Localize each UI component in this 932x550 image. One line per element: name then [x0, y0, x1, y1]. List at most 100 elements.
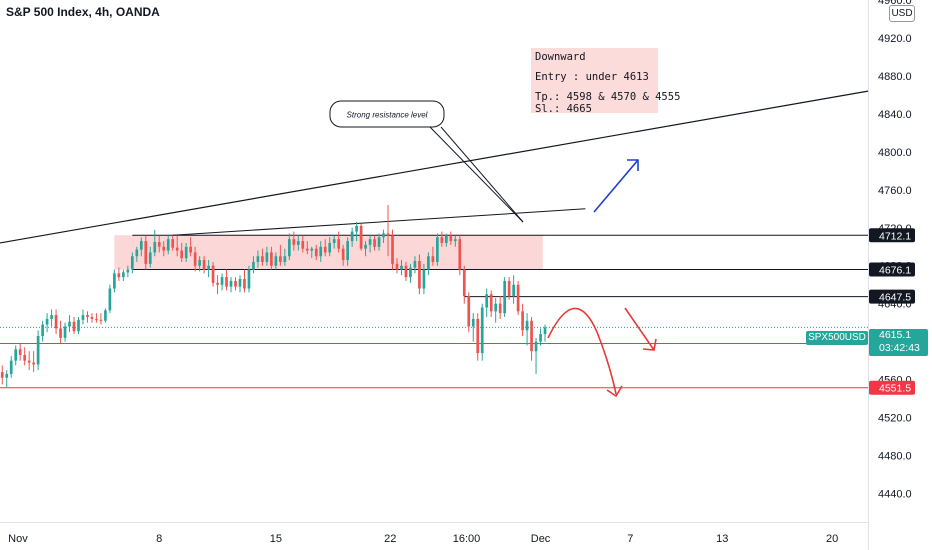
candle-body: [377, 237, 381, 247]
candle-body: [440, 237, 444, 243]
candle-body: [234, 280, 237, 287]
candle-body: [198, 260, 201, 266]
level-tag: [869, 380, 915, 395]
candle-body: [68, 321, 71, 327]
candle-body: [9, 360, 13, 374]
candle-body: [113, 273, 116, 289]
candle-body: [337, 239, 341, 249]
candle-body: [23, 354, 27, 361]
candle-body: [314, 248, 318, 257]
candle-body: [413, 261, 417, 268]
candle-body: [516, 284, 520, 312]
candle-body: [332, 239, 336, 243]
x-tick-label: 16:00: [453, 533, 481, 545]
candle-body: [355, 225, 358, 232]
callout-pointer: [429, 126, 524, 223]
candle-body: [310, 248, 314, 251]
candle-body: [444, 235, 448, 243]
y-tick-label: 4480.0: [878, 451, 912, 463]
level-tag: [869, 262, 915, 277]
candle-body: [534, 341, 538, 352]
candlestick-series: [0, 205, 547, 388]
candle-body: [395, 263, 399, 270]
candle-body: [305, 248, 309, 251]
candle-body: [350, 231, 354, 242]
candle-body: [458, 239, 462, 270]
last-price-value: 4615.1: [879, 329, 912, 341]
candle-body: [50, 315, 53, 319]
candle-body: [130, 256, 134, 270]
resistance-callout: Strong resistance level: [329, 100, 445, 128]
candle-body: [104, 310, 107, 321]
ascending-channel-line: [0, 90, 869, 244]
callout-box: [329, 100, 445, 128]
x-tick-label: 7: [627, 533, 633, 545]
down-arrow-head: [642, 338, 657, 351]
candle-body: [202, 260, 206, 270]
candle-body: [36, 335, 40, 365]
callout-pointer: [440, 126, 524, 223]
candle-body: [503, 280, 506, 314]
candle-body: [382, 233, 385, 238]
candle-body: [301, 241, 305, 249]
currency-badge[interactable]: USD: [889, 5, 915, 22]
candle-body: [122, 272, 125, 278]
x-tick-label: 20: [826, 533, 838, 545]
x-tick-label: 13: [716, 533, 728, 545]
candle-body: [386, 233, 390, 236]
trade-note: Downward Entry : under 4613 Tp.: 4598 & …: [531, 48, 680, 115]
candle-body: [18, 349, 22, 355]
level-tag-label: 4551.5: [879, 383, 911, 395]
x-tick-label: 22: [384, 533, 396, 545]
candle-body: [391, 235, 394, 264]
symbol-tag: SPX500USD: [806, 331, 868, 345]
candle-body: [229, 280, 233, 287]
candle-body: [346, 241, 349, 261]
candle-body: [404, 265, 408, 278]
candle-body: [373, 239, 376, 247]
candle-body: [400, 265, 403, 270]
level-tag-label: 4676.1: [879, 264, 911, 276]
candle-body: [485, 294, 489, 308]
candle-body: [319, 246, 323, 257]
candle-body: [14, 349, 18, 361]
candle-body: [95, 318, 98, 320]
y-tick-label: 4760.0: [878, 185, 912, 197]
candle-body: [431, 256, 435, 262]
candle-body: [243, 279, 246, 289]
candle-body: [225, 277, 228, 287]
candle-body: [480, 307, 484, 354]
candle-body: [296, 241, 300, 245]
candle-body: [418, 261, 421, 289]
level-tag: [869, 228, 915, 243]
candle-body: [184, 246, 188, 259]
y-tick-label: 4520.0: [878, 413, 912, 425]
candle-body: [453, 239, 457, 242]
candle-body: [86, 315, 89, 317]
down-arrow-shaft: [624, 307, 655, 351]
x-tick-label: 8: [156, 533, 162, 545]
candle-body: [157, 242, 161, 247]
candle-body: [274, 256, 278, 266]
candle-body: [211, 265, 215, 283]
candle-body: [41, 324, 44, 336]
candle-body: [99, 319, 103, 321]
candle-body: [207, 265, 210, 270]
candle-body: [180, 250, 184, 259]
note-line-direction: Downward: [535, 51, 586, 63]
candle-body: [81, 315, 85, 320]
up-arrow-head: [627, 159, 639, 171]
candle-body: [292, 239, 296, 245]
candle-body: [171, 239, 175, 248]
candle-body: [494, 303, 498, 312]
candle-body: [283, 256, 287, 262]
candle-body: [148, 252, 152, 264]
x-tick-label: Nov: [8, 533, 28, 545]
note-line-stop: Sl.: 4665: [535, 103, 592, 115]
up-arrow-shaft: [593, 159, 639, 213]
candle-body: [139, 241, 143, 250]
candle-body: [108, 288, 112, 311]
candle-body: [189, 246, 192, 253]
candle-body: [525, 320, 529, 331]
